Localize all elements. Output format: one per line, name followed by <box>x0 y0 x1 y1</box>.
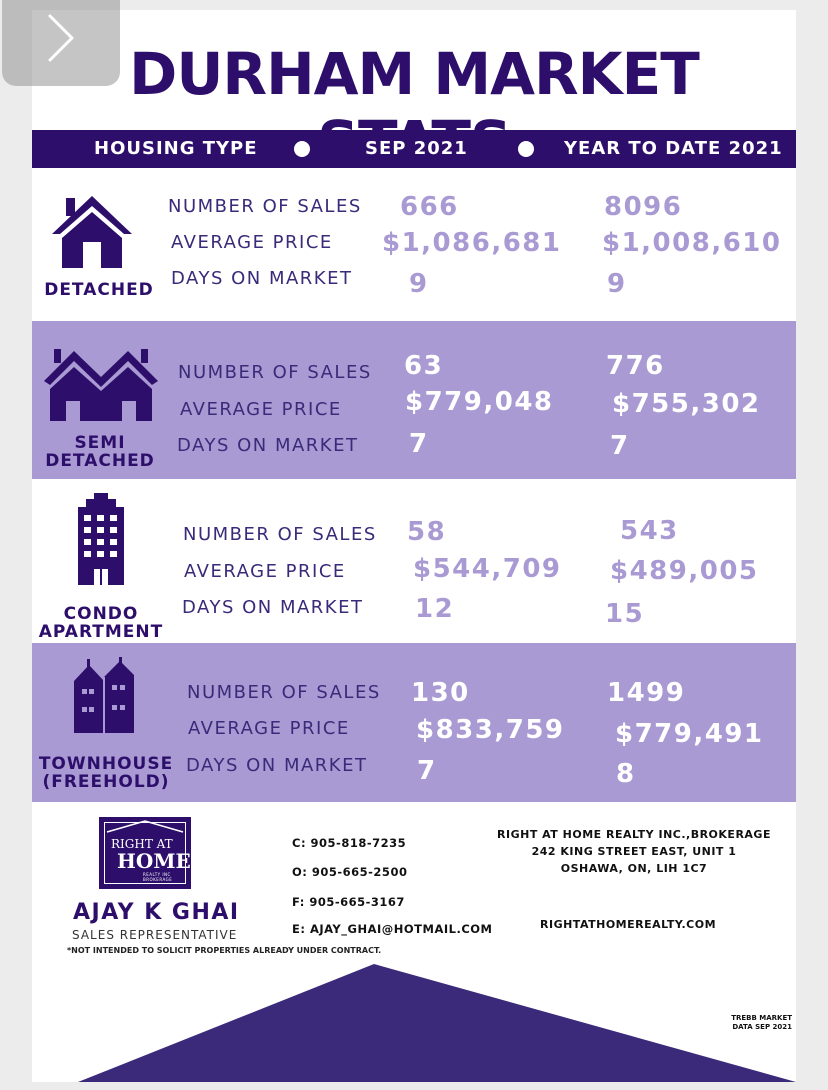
chevron-right-icon <box>48 14 74 62</box>
sep-days-on-market: 9 <box>409 269 429 299</box>
sep-days-on-market: 7 <box>409 429 429 459</box>
metric-number-of-sales: NUMBER OF SALES <box>183 524 377 545</box>
brokerage-logo: RIGHT AT HOME REALTY INC BROKERAGE <box>99 817 191 889</box>
housing-type-line2: DETACHED <box>45 451 155 471</box>
row-condo-apartment: CONDO APARTMENT NUMBER OF SALES AVERAGE … <box>32 479 796 643</box>
brokerage-street: 242 KING STREET EAST, UNIT 1 <box>531 845 737 858</box>
ytd-number-of-sales: 8096 <box>604 192 683 222</box>
decorative-triangle <box>78 964 796 1082</box>
source-line2: DATA SEP 2021 <box>732 1023 792 1031</box>
column-header-bar: HOUSING TYPE SEP 2021 YEAR TO DATE 2021 <box>32 130 796 168</box>
header-dot-separator <box>518 141 534 157</box>
sep-average-price: $833,759 <box>416 715 565 745</box>
fax-number: F: 905-665-3167 <box>292 895 405 909</box>
ytd-days-on-market: 8 <box>616 759 636 789</box>
metric-days-on-market: DAYS ON MARKET <box>171 268 353 289</box>
sep-number-of-sales: 666 <box>400 192 459 222</box>
brokerage-address: RIGHT AT HOME REALTY INC.,BROKERAGE 242 … <box>484 826 784 877</box>
housing-type-line2: (FREEHOLD) <box>42 772 170 792</box>
back-button[interactable] <box>2 0 120 86</box>
metric-number-of-sales: NUMBER OF SALES <box>168 196 362 217</box>
housing-type-line2: APARTMENT <box>38 622 164 642</box>
logo-text-realty: REALTY INC BROKERAGE <box>143 872 173 882</box>
housing-type-label: CONDO APARTMENT <box>36 605 166 641</box>
housing-type-line1: CONDO <box>63 604 139 624</box>
sep-number-of-sales: 130 <box>411 678 470 708</box>
cell-phone[interactable]: C: 905-818-7235 <box>292 836 407 850</box>
data-source-note: TREBB MARKET DATA SEP 2021 <box>702 1014 792 1032</box>
housing-type-label: DETACHED <box>44 280 154 300</box>
metric-average-price: AVERAGE PRICE <box>184 561 346 582</box>
brokerage-name: RIGHT AT HOME REALTY INC.,BROKERAGE <box>497 828 771 841</box>
housing-type-label: SEMI DETACHED <box>36 434 164 470</box>
apartment-building-icon <box>78 493 124 585</box>
ytd-number-of-sales: 776 <box>606 351 665 381</box>
townhouse-icon <box>74 657 134 733</box>
email-link[interactable]: E: AJAY_GHAI@HOTMAIL.COM <box>292 922 493 936</box>
metric-days-on-market: DAYS ON MARKET <box>182 597 364 618</box>
header-dot-separator <box>294 141 310 157</box>
brokerage-city: OSHAWA, ON, LIH 1C7 <box>560 862 708 875</box>
row-semi-detached: SEMI DETACHED NUMBER OF SALES AVERAGE PR… <box>32 321 796 479</box>
metric-days-on-market: DAYS ON MARKET <box>177 435 359 456</box>
agent-name: AJAY K GHAI <box>73 900 240 925</box>
source-line1: TREBB MARKET <box>731 1014 792 1022</box>
ytd-average-price: $489,005 <box>610 556 759 586</box>
metric-average-price: AVERAGE PRICE <box>188 718 350 739</box>
ytd-number-of-sales: 1499 <box>607 678 686 708</box>
metric-days-on-market: DAYS ON MARKET <box>186 755 368 776</box>
footer: RIGHT AT HOME REALTY INC BROKERAGE AJAY … <box>32 802 796 1082</box>
logo-text-right-at: RIGHT AT <box>111 837 173 851</box>
sep-days-on-market: 12 <box>415 594 455 624</box>
website-link[interactable]: RIGHTATHOMEREALTY.COM <box>540 918 717 931</box>
metric-number-of-sales: NUMBER OF SALES <box>178 362 372 383</box>
sep-days-on-market: 7 <box>417 756 437 786</box>
sep-number-of-sales: 63 <box>404 351 444 381</box>
disclaimer: *NOT INTENDED TO SOLICIT PROPERTIES ALRE… <box>67 946 382 955</box>
row-townhouse-freehold: TOWNHOUSE (FREEHOLD) NUMBER OF SALES AVE… <box>32 643 796 802</box>
metric-number-of-sales: NUMBER OF SALES <box>187 682 381 703</box>
sep-average-price: $544,709 <box>413 554 562 584</box>
ytd-average-price: $779,491 <box>615 719 764 749</box>
metric-average-price: AVERAGE PRICE <box>180 399 342 420</box>
housing-type-label: TOWNHOUSE (FREEHOLD) <box>38 755 174 791</box>
house-icon <box>52 196 132 268</box>
sep-average-price: $779,048 <box>405 387 554 417</box>
housing-type-line1: TOWNHOUSE <box>38 754 174 774</box>
office-phone[interactable]: O: 905-665-2500 <box>292 865 408 879</box>
ytd-number-of-sales: 543 <box>620 516 679 546</box>
header-sep-2021: SEP 2021 <box>365 138 468 159</box>
sep-average-price: $1,086,681 <box>382 228 562 258</box>
logo-text-home: HOME <box>117 849 191 873</box>
row-detached: DETACHED NUMBER OF SALES AVERAGE PRICE D… <box>32 168 796 321</box>
ytd-average-price: $1,008,610 <box>602 228 782 258</box>
ytd-days-on-market: 9 <box>607 269 627 299</box>
sep-number-of-sales: 58 <box>407 517 447 547</box>
ytd-average-price: $755,302 <box>612 389 761 419</box>
housing-type-line1: SEMI <box>74 433 126 453</box>
header-housing-type: HOUSING TYPE <box>94 138 258 159</box>
header-ytd-2021: YEAR TO DATE 2021 <box>564 138 783 159</box>
agent-role: SALES REPRESENTATIVE <box>72 928 238 942</box>
logo-roof-icon <box>106 820 184 833</box>
semi-detached-house-icon <box>44 349 158 421</box>
metric-average-price: AVERAGE PRICE <box>171 232 333 253</box>
ytd-days-on-market: 7 <box>610 431 630 461</box>
ytd-days-on-market: 15 <box>605 599 645 629</box>
flyer-page: DURHAM MARKET STATS HOUSING TYPE SEP 202… <box>32 10 796 1082</box>
